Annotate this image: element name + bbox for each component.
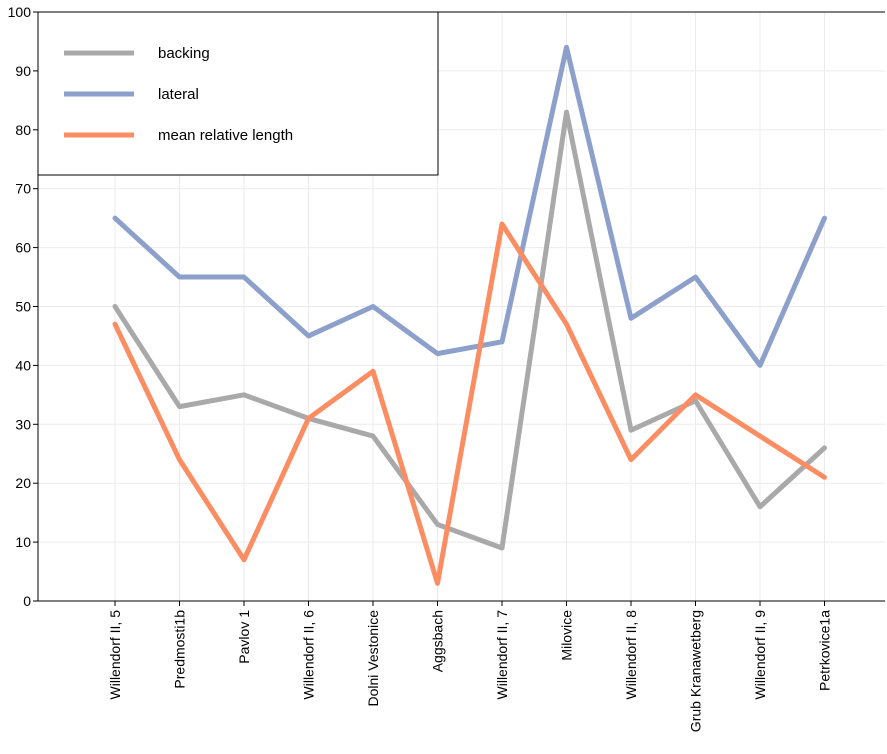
y-tick-label: 100 [8,4,32,20]
x-tick-label: Willendorf II, 8 [623,610,639,700]
y-tick-label: 50 [15,299,31,315]
y-tick-label: 0 [23,593,31,609]
x-tick-label: Pavlov 1 [236,610,252,664]
x-tick-label: Willendorf II, 7 [494,610,510,700]
x-tick-label: Willendorf II, 6 [301,610,317,700]
legend: backing lateral mean relative length [37,11,439,176]
x-tick-label: Predmosti1b [172,610,188,689]
legend-label: backing [158,45,210,62]
y-tick-label: 30 [15,416,31,432]
series-lines [112,44,827,586]
y-tick-label: 10 [15,534,31,550]
y-tick-label: 40 [15,357,31,373]
x-tick-label: Milovice [559,610,575,661]
series-line-2 [112,221,827,586]
y-tick-label: 90 [15,63,31,79]
x-tick-label: Dolni Vestonice [365,610,381,707]
x-tick-label: Willendorf II, 9 [752,610,768,700]
legend-label: lateral [158,86,199,103]
x-tick-label: Willendorf II, 5 [107,610,123,700]
y-tick-label: 70 [15,181,31,197]
legend-label: mean relative length [158,127,293,144]
y-tick-label: 80 [15,122,31,138]
y-tick-label: 60 [15,240,31,256]
series-line-1 [112,44,827,368]
y-tick-label: 20 [15,475,31,491]
series-line-0 [112,109,827,551]
x-axis-ticks: Willendorf II, 5 Predmosti1b Pavlov 1 Wille… [107,601,833,732]
x-tick-label: Aggsbach [430,610,446,672]
y-axis-ticks: 0 10 20 30 40 50 60 70 80 90 100 [8,4,38,609]
x-tick-label: Petrkovice1a [817,610,833,691]
x-tick-label: Grub Kranawetberg [688,610,704,732]
